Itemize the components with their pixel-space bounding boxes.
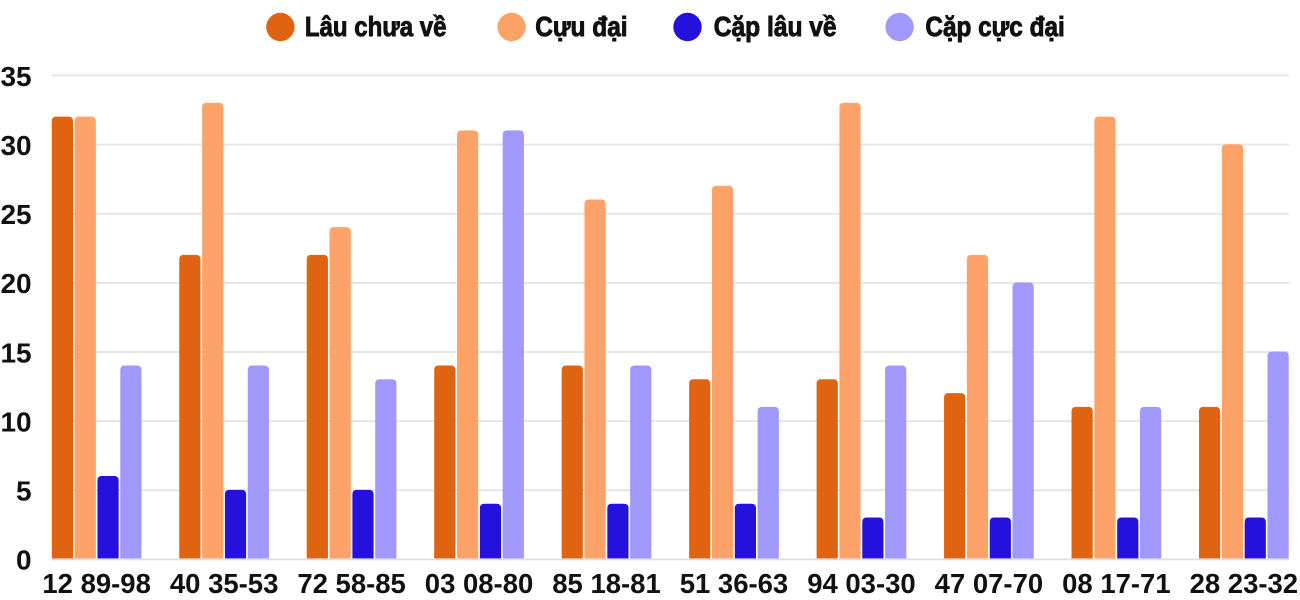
svg-text:03 08-80: 03 08-80 — [425, 568, 534, 599]
svg-text:Cặp lâu về: Cặp lâu về — [714, 11, 837, 42]
svg-text:0: 0 — [16, 545, 32, 576]
svg-text:51 36-63: 51 36-63 — [680, 568, 789, 599]
svg-text:20: 20 — [0, 268, 31, 299]
svg-text:5: 5 — [16, 476, 32, 507]
svg-text:35: 35 — [0, 61, 31, 92]
svg-text:Cặp cực đại: Cặp cực đại — [925, 11, 1064, 42]
svg-text:47 07-70: 47 07-70 — [935, 568, 1044, 599]
svg-text:15: 15 — [0, 337, 31, 368]
svg-text:28 23-32: 28 23-32 — [1190, 568, 1299, 599]
svg-text:Lâu chưa về: Lâu chưa về — [305, 11, 447, 42]
svg-text:40 35-53: 40 35-53 — [170, 568, 279, 599]
svg-text:94 03-30: 94 03-30 — [807, 568, 916, 599]
svg-text:30: 30 — [0, 130, 31, 161]
svg-text:Cựu đại: Cựu đại — [535, 11, 627, 42]
svg-text:12 89-98: 12 89-98 — [42, 568, 151, 599]
svg-text:10: 10 — [0, 406, 31, 437]
svg-text:25: 25 — [0, 199, 31, 230]
svg-text:85 18-81: 85 18-81 — [552, 568, 661, 599]
svg-text:72 58-85: 72 58-85 — [297, 568, 406, 599]
svg-text:08 17-71: 08 17-71 — [1062, 568, 1171, 599]
